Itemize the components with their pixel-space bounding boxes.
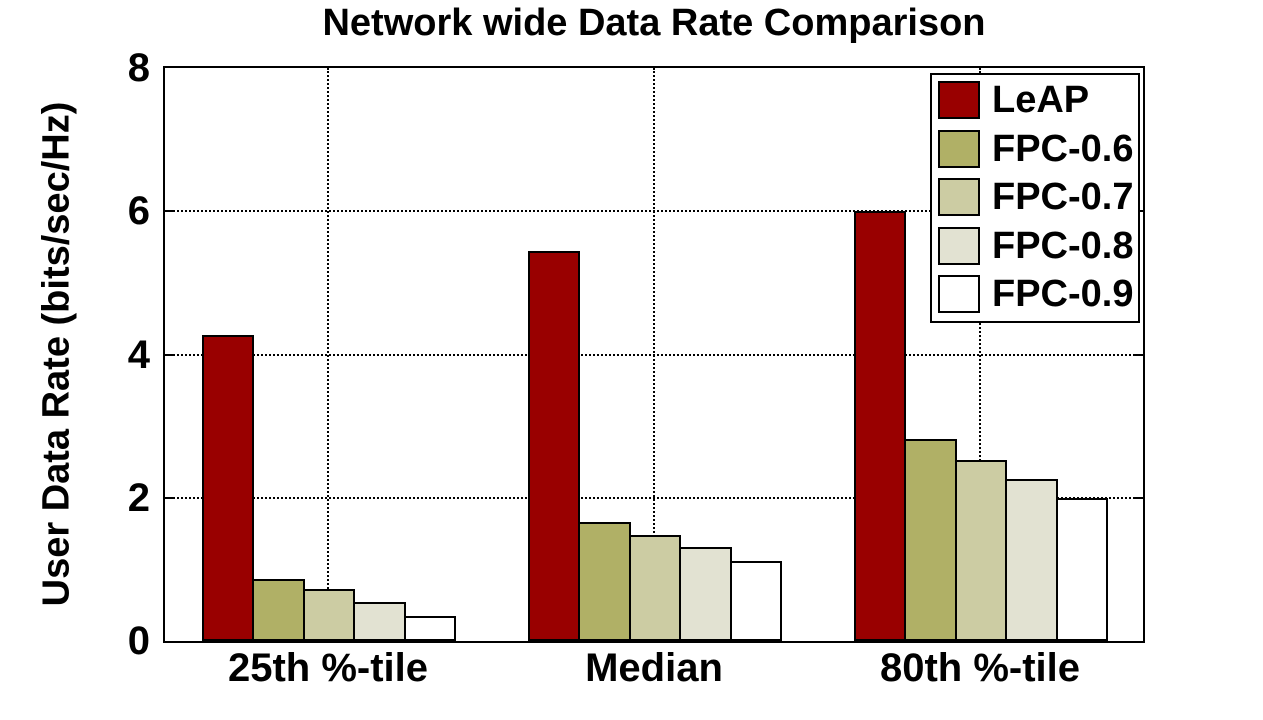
left-tick-y-6 bbox=[165, 210, 175, 213]
bar-fpc-0-7-median bbox=[628, 535, 682, 641]
right-tick-y-2 bbox=[1133, 496, 1143, 499]
bar-fpc-0-6-25th-tile bbox=[252, 578, 305, 641]
legend-swatch-fpc-0-6 bbox=[938, 129, 980, 168]
legend-swatch-fpc-0-9 bbox=[938, 275, 980, 313]
legend: LeAP FPC-0.6 FPC-0.7 FPC-0.8 FPC-0.9 bbox=[930, 73, 1140, 323]
x-tick-label-80th-tile: 80th %-tile bbox=[879, 646, 1081, 690]
bar-fpc-0-7-25th-tile bbox=[302, 588, 356, 641]
legend-label-fpc-0-8: FPC-0.8 bbox=[992, 224, 1134, 267]
bar-fpc-0-9-25th-tile bbox=[403, 615, 457, 641]
legend-label-fpc-0-6: FPC-0.6 bbox=[992, 127, 1134, 170]
bar-fpc-0-8-80th-tile bbox=[1005, 479, 1058, 641]
x-tick-label-25th-tile: 25th %-tile bbox=[227, 646, 429, 690]
bar-fpc-0-8-25th-tile bbox=[353, 602, 406, 641]
bar-leap-median bbox=[527, 251, 581, 641]
bar-fpc-0-8-median bbox=[679, 547, 732, 641]
y-tick-label-8: 8 bbox=[127, 46, 150, 90]
chart-title: Network wide Data Rate Comparison bbox=[322, 2, 986, 44]
y-tick-label-4: 4 bbox=[127, 332, 150, 377]
gridline-x-25th-tile bbox=[327, 68, 329, 641]
legend-swatch-leap bbox=[938, 81, 980, 119]
gridline-x-median bbox=[653, 68, 655, 641]
bar-leap-25th-tile bbox=[201, 335, 255, 641]
left-tick-y-4 bbox=[165, 353, 175, 356]
bar-fpc-0-9-median bbox=[729, 560, 783, 641]
legend-row-fpc-0-8: FPC-0.8 bbox=[938, 224, 1134, 267]
legend-label-fpc-0-9: FPC-0.9 bbox=[992, 273, 1134, 315]
gridline-x-80th-tile bbox=[979, 68, 981, 641]
right-tick-y-4 bbox=[1133, 353, 1143, 356]
legend-swatch-fpc-0-8 bbox=[938, 226, 980, 265]
legend-row-fpc-0-6: FPC-0.6 bbox=[938, 127, 1134, 170]
bar-fpc-0-7-80th-tile bbox=[954, 459, 1008, 641]
y-tick-label-0: 0 bbox=[127, 619, 150, 663]
x-tick-label-median: Median bbox=[585, 646, 723, 690]
legend-row-fpc-0-9: FPC-0.9 bbox=[938, 275, 1134, 313]
legend-swatch-fpc-0-7 bbox=[938, 178, 980, 216]
bar-fpc-0-6-median bbox=[578, 522, 631, 641]
legend-label-fpc-0-7: FPC-0.7 bbox=[992, 176, 1134, 218]
y-tick-label-6: 6 bbox=[127, 189, 150, 234]
left-tick-y-2 bbox=[165, 496, 175, 499]
bar-leap-80th-tile bbox=[853, 211, 907, 641]
legend-row-fpc-0-7: FPC-0.7 bbox=[938, 178, 1134, 216]
bar-fpc-0-9-80th-tile bbox=[1055, 498, 1109, 641]
y-tick-label-2: 2 bbox=[127, 475, 150, 520]
legend-label-leap: LeAP bbox=[992, 79, 1090, 121]
bar-fpc-0-6-80th-tile bbox=[904, 439, 957, 641]
legend-row-leap: LeAP bbox=[938, 81, 1134, 119]
